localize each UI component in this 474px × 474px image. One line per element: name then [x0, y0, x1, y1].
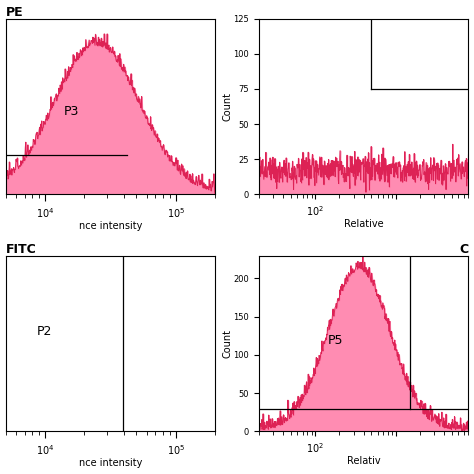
- Text: FITC: FITC: [6, 243, 36, 255]
- Y-axis label: Count: Count: [222, 92, 232, 121]
- X-axis label: Relativ: Relativ: [347, 456, 381, 466]
- Text: C: C: [459, 243, 468, 255]
- X-axis label: Relative: Relative: [344, 219, 383, 229]
- X-axis label: nce intensity: nce intensity: [79, 458, 142, 468]
- X-axis label: nce intensity: nce intensity: [79, 221, 142, 231]
- Text: P2: P2: [37, 325, 52, 337]
- Text: P3: P3: [64, 105, 80, 118]
- Text: P5: P5: [328, 334, 344, 346]
- Y-axis label: Count: Count: [222, 329, 232, 358]
- Text: PE: PE: [6, 6, 23, 18]
